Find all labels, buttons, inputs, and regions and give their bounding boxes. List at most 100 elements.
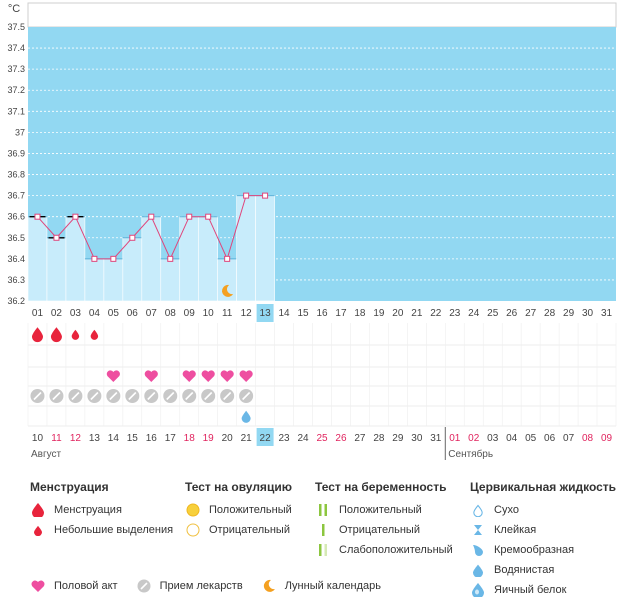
pill-marker-line xyxy=(71,391,80,401)
temperature-bar xyxy=(84,258,105,302)
calendar-date-label: 05 xyxy=(525,433,537,444)
legend-item-watery: Водянистая xyxy=(470,560,616,580)
drop-outline-icon xyxy=(470,502,486,518)
month-label: Август xyxy=(31,449,62,460)
y-tick-label: 36.7 xyxy=(7,191,25,201)
cycle-day-label: 17 xyxy=(335,308,347,319)
legend-menstruation: Менструация Менструация Небольшие выделе… xyxy=(30,480,173,540)
legend-item-label: Половой акт xyxy=(54,580,118,592)
pill-marker-line xyxy=(33,391,42,401)
legend-item-light-spotting: Небольшие выделения xyxy=(30,520,173,540)
cycle-day-label: 16 xyxy=(316,308,328,319)
legend-item-pregnancy-negative: Отрицательный xyxy=(315,520,453,540)
legend-item-ovulation-negative: Отрицательный xyxy=(185,520,292,540)
cycle-day-label: 29 xyxy=(563,308,575,319)
cycle-day-label: 05 xyxy=(108,308,120,319)
menstruation-drop xyxy=(50,327,62,343)
legend-item-ovulation-positive: Положительный xyxy=(185,500,292,520)
temperature-point xyxy=(129,234,136,241)
cycle-day-label: 24 xyxy=(468,308,480,319)
temperature-point xyxy=(224,255,231,262)
legend-item-pregnancy-positive: Положительный xyxy=(315,500,453,520)
cycle-day-label: 10 xyxy=(203,308,215,319)
current-day-highlight xyxy=(256,304,274,322)
legend-item-menstruation: Менструация xyxy=(30,500,173,520)
calendar-date-label: 09 xyxy=(601,433,613,444)
legend-item-dry: Сухо xyxy=(470,500,616,520)
y-tick-label: 36.6 xyxy=(7,212,25,222)
temperature-point xyxy=(148,213,155,220)
temperature-point xyxy=(167,255,174,262)
cycle-day-label: 28 xyxy=(544,308,556,319)
temperature-bar xyxy=(65,216,86,302)
calendar-date-label: 30 xyxy=(411,433,423,444)
drop-small-icon xyxy=(30,522,46,538)
cycle-day-label: 20 xyxy=(392,308,404,319)
calendar-date-label: 27 xyxy=(354,433,366,444)
calendar-date-label: 20 xyxy=(222,433,234,444)
calendar-date-label: 21 xyxy=(241,433,253,444)
legend-item-label: Отрицательный xyxy=(339,524,420,536)
spotting-drop xyxy=(90,329,99,340)
legend-cervical-title: Цервикальная жидкость xyxy=(470,480,617,494)
legend-item-medication: Прием лекарств xyxy=(136,578,243,594)
y-tick-label: 36.9 xyxy=(7,148,25,158)
cervical-fluid-drop xyxy=(241,410,251,423)
pill-marker-line xyxy=(147,391,156,401)
bbt-chart: 36.2 36.3 36.4 36.5 36.6 36.7 36.8 36.9 37 37.1 37… xyxy=(7,2,617,460)
temperature-point xyxy=(72,213,79,220)
today-date-highlight xyxy=(256,428,274,446)
circle-empty-icon xyxy=(185,522,201,538)
cycle-day-label: 09 xyxy=(184,308,196,319)
legend-item-label: Положительный xyxy=(339,504,422,516)
calendar-date-label: 26 xyxy=(335,433,347,444)
legend-item-sticky: Клейкая xyxy=(470,520,616,540)
cycle-day-label: 04 xyxy=(89,308,101,319)
legend-item-creamy: Кремообразная xyxy=(470,540,616,560)
pill-marker-line xyxy=(166,391,175,401)
plot-header xyxy=(27,2,617,28)
pill-marker-line xyxy=(204,391,213,401)
legend-item-egg-white: Яичный белок xyxy=(470,580,616,600)
y-tick-label: 36.3 xyxy=(7,275,25,285)
legend-item-label: Менструация xyxy=(54,504,122,516)
pill-marker-line xyxy=(52,391,61,401)
temperature-bar xyxy=(198,216,218,302)
legend-item-label: Положительный xyxy=(209,504,292,516)
y-tick-label: 37.3 xyxy=(7,64,25,74)
y-tick-label: 36.2 xyxy=(7,296,25,306)
calendar-date-label: 02 xyxy=(468,433,480,444)
cycle-day-label: 19 xyxy=(373,308,385,319)
cycle-day-label: 14 xyxy=(279,308,291,319)
y-tick-label: 37.1 xyxy=(7,106,25,116)
calendar-date-label: 15 xyxy=(127,433,139,444)
calendar-date-label: 23 xyxy=(279,433,291,444)
legend-item-label: Клейкая xyxy=(494,524,537,536)
cycle-day-label: 15 xyxy=(297,308,309,319)
cycle-day-label: 26 xyxy=(506,308,518,319)
pill-marker-line xyxy=(90,391,99,401)
cycle-day-label: 13 xyxy=(260,308,272,319)
legend-pregnancy-title: Тест на беременность xyxy=(315,480,447,494)
one-line-icon xyxy=(315,522,331,538)
drop-water-icon xyxy=(470,562,486,578)
calendar-date-label: 06 xyxy=(544,433,556,444)
drop-cream-icon xyxy=(470,542,486,558)
temperature-point xyxy=(110,255,117,262)
faint-lines-icon xyxy=(315,542,331,558)
legend-item-label: Лунный календарь xyxy=(284,580,381,592)
calendar-date-label: 07 xyxy=(563,433,575,444)
legend-other: Половой акт Прием лекарств Лунный календ… xyxy=(30,578,399,594)
temperature-bar xyxy=(236,195,256,302)
heart-marker xyxy=(201,370,215,382)
legend-ovulation-test: Тест на овуляцию Положительный Отрицател… xyxy=(185,480,292,540)
drop-large-icon xyxy=(30,502,46,518)
cycle-day-label: 31 xyxy=(601,308,613,319)
calendar-date-label: 08 xyxy=(582,433,594,444)
calendar-date-label: 03 xyxy=(487,433,499,444)
heart-marker xyxy=(144,370,158,382)
pill-icon xyxy=(136,578,152,594)
temperature-bar xyxy=(122,237,143,302)
calendar-date-label: 24 xyxy=(297,433,309,444)
legend-cervical-fluid: Цервикальная жидкость Сухо Клейкая Кремо… xyxy=(470,480,616,600)
